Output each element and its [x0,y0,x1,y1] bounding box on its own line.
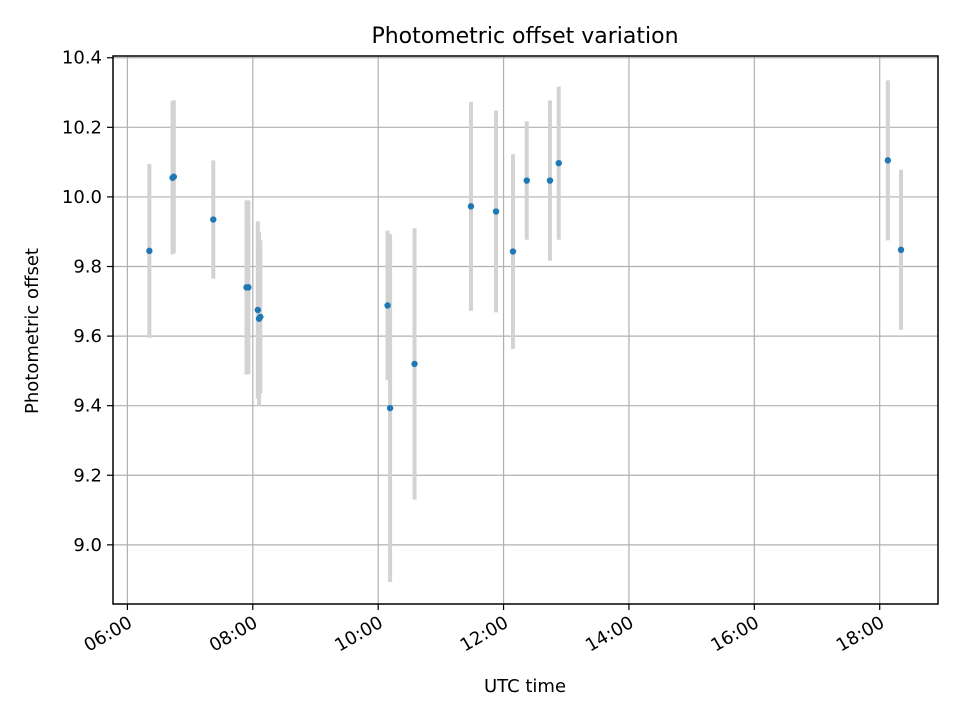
data-point [509,248,517,255]
y-tick-label: 10.4 [62,48,102,69]
chart-title: Photometric offset variation [371,24,678,49]
data-point [386,404,394,412]
x-axis-label: UTC time [484,676,566,697]
data-point [523,177,530,184]
data-point [467,203,475,210]
data-point [245,284,252,291]
y-tick-label: 9.0 [73,535,102,556]
data-point [555,159,562,167]
data-point [384,302,391,309]
y-tick-label: 9.4 [73,396,102,417]
data-point [210,216,217,223]
y-tick-label: 10.2 [62,117,102,138]
data-point [897,246,905,254]
data-point [146,247,153,255]
data-point [884,157,892,164]
y-axis-ticks: 9.0 9.2 9.4 9.6 9.8 10.0 10.2 10.4 [62,48,113,556]
y-tick-label: 10.0 [62,187,102,208]
plot-frame [112,55,939,605]
y-axis-label: Photometric offset [22,248,43,414]
y-tick-label: 9.2 [73,465,102,486]
y-tick-label: 9.6 [73,326,102,347]
data-point [411,360,418,368]
data-points [146,157,905,412]
data-point [492,208,500,215]
data-point [257,313,264,321]
data-point [170,173,178,180]
y-tick-label: 9.8 [73,257,102,278]
data-point [254,306,262,314]
data-point [546,177,554,184]
